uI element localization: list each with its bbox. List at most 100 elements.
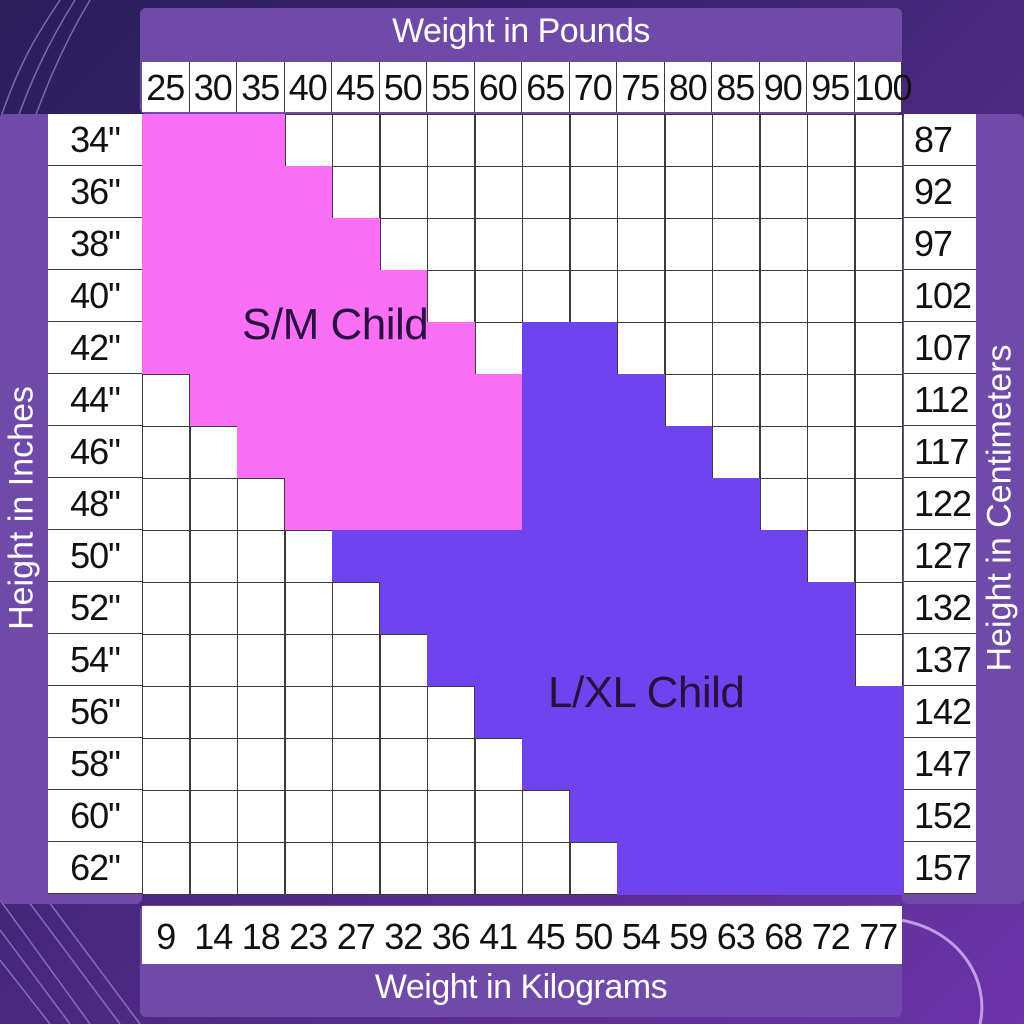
grid-cell <box>237 842 285 895</box>
region-cell <box>664 582 713 635</box>
region-cell <box>617 426 665 479</box>
region-cell <box>332 218 380 271</box>
region-cell <box>379 530 428 583</box>
weight-lbs-tick: 30 <box>189 62 237 112</box>
grid-cell <box>712 166 760 219</box>
weight-kg-tick: 27 <box>332 906 380 964</box>
region-cell <box>474 634 523 687</box>
weight-lbs-tick: 25 <box>142 62 190 112</box>
weight-kg-tick: 50 <box>569 906 617 964</box>
region-cell <box>474 426 523 479</box>
region-cell <box>807 634 855 687</box>
region-cell <box>712 790 760 843</box>
region-cell <box>522 426 570 479</box>
grid-cell <box>237 530 285 583</box>
grid-cell <box>759 478 808 531</box>
weight-kg-tick: 32 <box>379 906 427 964</box>
weight-kg-tick: 45 <box>522 906 570 964</box>
region-cell <box>617 790 665 843</box>
region-cell <box>759 634 808 687</box>
region-cell <box>664 686 713 739</box>
grid-cell <box>854 582 903 635</box>
height-in-tick: 44" <box>48 374 142 426</box>
grid-cell <box>617 166 665 219</box>
weight-lbs-tick: 100 <box>854 62 913 112</box>
region-cell <box>522 738 570 791</box>
region-cell <box>522 686 570 739</box>
weight-lbs-tick: 40 <box>284 62 332 112</box>
grid-cell <box>142 738 190 791</box>
grid-cell <box>759 166 808 219</box>
height-in-tick: 58" <box>48 738 142 790</box>
region-cell <box>617 686 665 739</box>
grid-cell <box>189 790 238 843</box>
region-cell <box>332 426 380 479</box>
grid-cell <box>189 478 238 531</box>
grid-cell <box>759 426 808 479</box>
grid-cell <box>759 218 808 271</box>
weight-lbs-tick: 55 <box>427 62 475 112</box>
grid-cell <box>807 114 855 167</box>
height-cm-tick: 142 <box>904 686 976 738</box>
region-cell <box>284 478 333 531</box>
region-cell <box>522 530 570 583</box>
grid-cell <box>474 218 523 271</box>
region-cell <box>759 842 808 895</box>
region-cell <box>474 686 523 739</box>
grid-cell <box>379 218 428 271</box>
region-cell <box>189 374 238 427</box>
region-cell <box>332 530 380 583</box>
region-cell <box>712 738 760 791</box>
region-cell <box>617 842 665 895</box>
region-cell <box>332 478 380 531</box>
grid-cell <box>427 166 475 219</box>
grid-cell <box>854 166 903 219</box>
region-cell <box>427 426 475 479</box>
weight-kg-tick: 77 <box>854 906 902 964</box>
grid-cell <box>569 270 618 323</box>
grid-cell <box>332 686 380 739</box>
region-cell <box>664 842 713 895</box>
weight-lbs-tick: 85 <box>712 62 760 112</box>
weight-kg-tick: 72 <box>807 906 855 964</box>
grid-cell <box>854 530 903 583</box>
grid-cell <box>379 166 428 219</box>
grid-cell <box>712 114 760 167</box>
region-cell <box>569 582 618 635</box>
grid-cell <box>617 270 665 323</box>
region-cell <box>189 114 238 167</box>
grid-cell <box>237 686 285 739</box>
grid-cell <box>142 686 190 739</box>
grid-cell <box>189 842 238 895</box>
grid-cell <box>569 114 618 167</box>
region-cell <box>569 322 618 375</box>
grid-cell <box>379 842 428 895</box>
region-cell <box>807 686 855 739</box>
grid-cell <box>142 374 190 427</box>
region-cell <box>807 738 855 791</box>
region-cell <box>617 374 665 427</box>
weight-kg-tick: 23 <box>284 906 332 964</box>
region-cell <box>189 218 238 271</box>
weight-lbs-tick: 70 <box>569 62 617 112</box>
grid-cell <box>142 426 190 479</box>
grid-cell <box>237 790 285 843</box>
region-cell <box>854 738 903 791</box>
region-cell <box>569 426 618 479</box>
grid-cell <box>237 582 285 635</box>
grid-cell <box>332 842 380 895</box>
grid-cell <box>427 686 475 739</box>
region-cell <box>854 842 903 895</box>
grid-cell <box>712 426 760 479</box>
grid-cell <box>807 218 855 271</box>
grid-cell <box>759 322 808 375</box>
region-cell <box>474 582 523 635</box>
grid-cell <box>284 842 333 895</box>
region-cell <box>759 738 808 791</box>
grid-cell <box>712 218 760 271</box>
region-cell <box>759 790 808 843</box>
height-cm-tick: 157 <box>904 842 976 894</box>
region-cell <box>427 634 475 687</box>
grid-cell <box>617 114 665 167</box>
weight-lbs-tick: 35 <box>237 62 285 112</box>
